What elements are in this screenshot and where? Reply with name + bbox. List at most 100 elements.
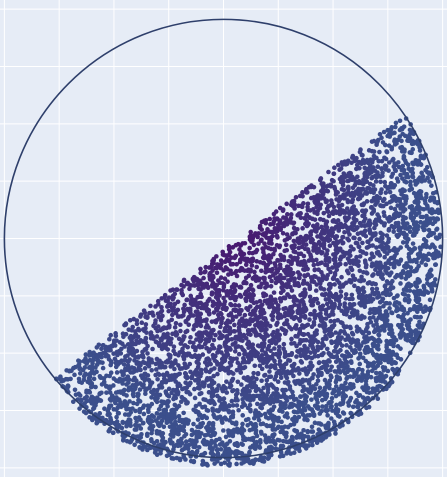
scatter-point [389, 357, 394, 362]
scatter-point [226, 258, 232, 264]
scatter-point [375, 139, 380, 145]
scatter-point [309, 324, 315, 330]
scatter-point [130, 346, 136, 352]
scatter-point [333, 243, 338, 248]
scatter-point [354, 166, 359, 172]
scatter-point [144, 330, 149, 335]
scatter-point [393, 300, 398, 306]
scatter-point [312, 210, 317, 215]
scatter-point [159, 296, 165, 301]
scatter-point [399, 304, 404, 310]
scatter-point [365, 244, 371, 250]
scatter-point [214, 317, 220, 323]
scatter-point [378, 179, 383, 185]
scatter-point [356, 290, 362, 295]
scatter-point [133, 408, 138, 414]
scatter-point [398, 271, 404, 277]
scatter-point [403, 179, 409, 185]
scatter-point [190, 302, 195, 308]
scatter-point [276, 354, 282, 360]
scatter-point [318, 318, 324, 324]
scatter-point [392, 253, 397, 259]
scatter-point [387, 306, 392, 311]
scatter-point [271, 352, 276, 357]
scatter-point [429, 252, 435, 258]
scatter-point [383, 301, 388, 306]
scatter-point [379, 243, 384, 248]
scatter-point [378, 360, 383, 366]
scatter-point [384, 344, 389, 350]
scatter-point [222, 460, 227, 465]
scatter-point [374, 286, 380, 292]
scatter-point [413, 182, 419, 187]
scatter-point [216, 299, 222, 305]
scatter-point [331, 419, 337, 425]
scatter-point [235, 379, 241, 385]
scatter-point [336, 389, 342, 395]
scatter-point [184, 389, 189, 395]
scatter-point [87, 349, 93, 355]
scatter-point [294, 403, 300, 409]
scatter-point [379, 135, 384, 141]
scatter-point [202, 360, 208, 365]
scatter-point [202, 341, 208, 347]
scatter-point [278, 364, 284, 369]
scatter-point [367, 295, 372, 300]
scatter-point [273, 209, 279, 214]
scatter-point [392, 206, 398, 212]
scatter-point [369, 368, 375, 374]
scatter-point [302, 407, 308, 413]
scatter-point [360, 240, 365, 246]
scatter-point [391, 229, 396, 234]
scatter-point [435, 200, 440, 206]
scatter-point [104, 390, 109, 395]
scatter-point [117, 376, 123, 382]
scatter-point [162, 379, 167, 385]
scatter-point [342, 222, 348, 228]
scatter-point [390, 366, 395, 372]
scatter-point [173, 419, 178, 425]
scatter-point [390, 156, 396, 162]
scatter-point [146, 361, 152, 367]
scatter-point [307, 294, 313, 300]
scatter-point [382, 324, 387, 330]
scatter-point [364, 375, 370, 381]
scatter-point [363, 191, 368, 196]
scatter-point [311, 184, 317, 190]
scatter-point [382, 317, 388, 323]
scatter-point [298, 353, 304, 359]
scatter-point [183, 380, 188, 385]
scatter-point [354, 329, 360, 334]
scatter-point [257, 225, 263, 231]
scatter-point [170, 409, 176, 414]
scatter-point [408, 179, 413, 185]
scatter-point [404, 174, 409, 180]
scatter-point [264, 377, 270, 383]
scatter-point [241, 386, 247, 392]
scatter-point [221, 367, 227, 372]
scatter-point [304, 387, 310, 392]
scatter-point [206, 390, 212, 395]
scatter-point [202, 441, 207, 447]
scatter-point [256, 284, 262, 290]
scatter-point [78, 398, 84, 404]
scatter-point [273, 362, 278, 368]
scatter-point [234, 356, 239, 361]
scatter-point [325, 407, 331, 413]
scatter-point [272, 391, 278, 397]
scatter-point [155, 328, 160, 334]
scatter-point [154, 428, 160, 434]
scatter-point [140, 420, 146, 426]
scatter-point [326, 238, 331, 244]
scatter-point [231, 428, 237, 433]
scatter-point [429, 284, 434, 290]
scatter-point [119, 358, 124, 363]
scatter-point [383, 156, 389, 162]
scatter-point [240, 421, 245, 427]
scatter-point [355, 367, 361, 372]
scatter-point [346, 351, 352, 357]
scatter-point [235, 336, 241, 342]
scatter-point [260, 421, 266, 426]
scatter-point [335, 190, 341, 195]
scatter-point [299, 259, 304, 265]
